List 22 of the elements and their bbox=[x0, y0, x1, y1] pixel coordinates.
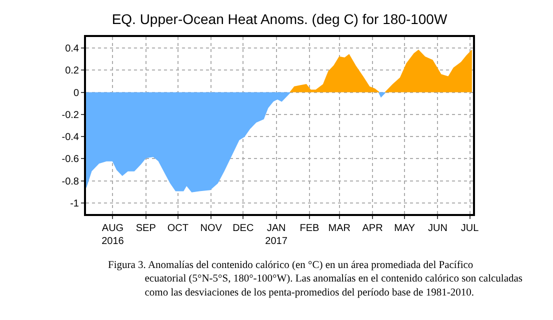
text: Figura 3. Anomalías del contenido calórico (en °C) en un área promediada del Pacífico ecuatorial (5°N-5°S, 180°-100°W). Las anomalías en el contenido calórico son calculadas como las desviaciones de los penta-promedios del período base de 1981-2010. bbox=[108, 260, 522, 298]
y-tick-label: 0 bbox=[73, 88, 80, 99]
y-tick-label: 0.4 bbox=[65, 44, 80, 55]
x-tick-label: MAR bbox=[328, 223, 350, 234]
x-tick-label: SEP bbox=[136, 223, 156, 234]
x-tick-label: APR bbox=[362, 223, 383, 234]
y-tick-label: -0.2 bbox=[62, 110, 80, 121]
x-tick-label: MAY bbox=[394, 223, 416, 234]
x-tick-label: JUN bbox=[428, 223, 448, 234]
x-tick-label: AUG 2016 bbox=[102, 223, 124, 247]
y-tick-label: 0.2 bbox=[65, 66, 80, 77]
x-tick-label: DEC bbox=[232, 223, 254, 234]
chart-title: EQ. Upper-Ocean Heat Anoms. (deg C) for 180-100W bbox=[112, 10, 448, 27]
x-tick-label: OCT bbox=[167, 223, 188, 234]
y-tick-label: -0.8 bbox=[62, 176, 80, 188]
y-tick-label: -0.4 bbox=[62, 132, 80, 144]
y-tick-label: -0.6 bbox=[62, 154, 80, 166]
x-tick-label: JUL bbox=[460, 223, 480, 234]
x-tick-label: JAN 2017 bbox=[265, 223, 288, 247]
x-tick-label: NOV bbox=[200, 223, 222, 234]
x-tick-label: FEB bbox=[300, 223, 320, 234]
y-tick-label: -1 bbox=[70, 198, 80, 210]
